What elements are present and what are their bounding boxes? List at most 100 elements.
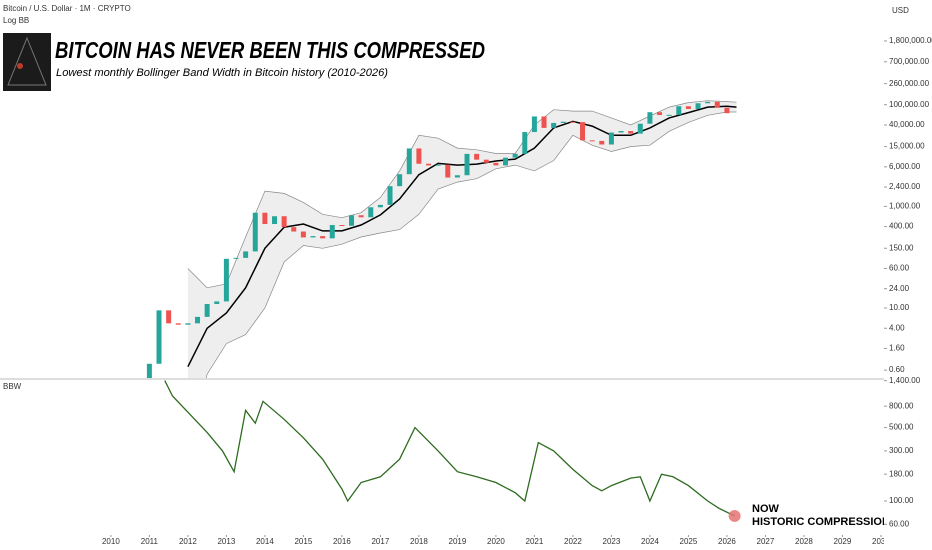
candle (281, 216, 287, 228)
band-line (187, 100, 737, 289)
x-tick-label: 2014 (256, 537, 274, 546)
candle (714, 101, 720, 108)
x-tick-label: 2019 (449, 537, 467, 546)
candle (310, 236, 316, 238)
y-tick-label: 40,000.00 (889, 120, 925, 129)
y-tick-label: 60.00 (889, 264, 910, 273)
candle (156, 310, 162, 364)
now-marker (728, 509, 741, 522)
y-tick-label: 1.60 (889, 344, 905, 353)
x-tick-label: 2030 (872, 537, 890, 546)
candle (329, 225, 335, 239)
candle (608, 132, 614, 145)
candle (493, 162, 499, 166)
y-tick-label: 6,000.00 (889, 162, 921, 171)
candle (685, 106, 691, 109)
x-tick-label: 2024 (641, 537, 659, 546)
candle (531, 116, 537, 133)
y-tick-label: 4.00 (889, 323, 905, 332)
price-axis-panel (884, 0, 932, 550)
y-tick-label: 100,000.00 (889, 100, 930, 109)
candle (426, 163, 432, 166)
candle (252, 212, 258, 252)
y-tick-label: 24.00 (889, 284, 910, 293)
candle (570, 121, 576, 123)
x-tick-label: 2020 (487, 537, 505, 546)
candle (474, 153, 480, 160)
candle (320, 236, 326, 239)
x-tick-label: 2010 (102, 537, 120, 546)
candle (377, 204, 383, 208)
candle (291, 227, 297, 232)
y-tick-label: 260,000.00 (889, 79, 930, 88)
chart-title: BITCOIN HAS NEVER BEEN THIS COMPRESSED (55, 37, 485, 63)
x-tick-label: 2027 (757, 537, 775, 546)
y-tick-label: 1,800,000.00 (889, 36, 932, 45)
pane-label: BBW (3, 382, 22, 391)
candle (445, 164, 451, 178)
x-tick-label: 2023 (603, 537, 621, 546)
candle (599, 140, 605, 145)
candle (580, 122, 586, 141)
candle (705, 101, 711, 104)
candle (657, 112, 663, 116)
y-tick-label: 300.00 (889, 446, 914, 455)
candle (387, 186, 393, 205)
candle (195, 316, 201, 324)
candle (541, 116, 547, 128)
candle (416, 148, 422, 164)
candle (185, 323, 191, 325)
band-line (205, 111, 737, 378)
axes (884, 40, 887, 525)
y-tick-label: 1,400.00 (889, 376, 921, 385)
candle (406, 148, 412, 175)
candle (146, 363, 152, 378)
y-tick-label: 0.60 (889, 365, 905, 374)
candle (358, 215, 364, 218)
candle (272, 216, 278, 225)
candle (223, 258, 229, 302)
candle (300, 231, 306, 238)
candle (243, 251, 249, 258)
x-tick-label: 2013 (217, 537, 235, 546)
y-tick-label: 180.00 (889, 469, 914, 478)
candle (368, 207, 374, 218)
x-tick-label: 2022 (564, 537, 582, 546)
candle (483, 159, 489, 163)
y-tick-label: 10.00 (889, 303, 910, 312)
indicator: Log BB (3, 16, 29, 25)
candle (589, 140, 595, 142)
logo-art (17, 63, 23, 69)
band-fill (187, 100, 737, 378)
y-tick-label: 2,400.00 (889, 182, 921, 191)
x-tick-label: 2026 (718, 537, 736, 546)
candle (676, 106, 682, 115)
candle (233, 257, 239, 259)
x-tick-label: 2028 (795, 537, 813, 546)
x-tick-label: 2018 (410, 537, 428, 546)
candle (512, 153, 518, 158)
candle (349, 215, 355, 226)
candle (175, 323, 181, 325)
x-tick-label: 2025 (680, 537, 698, 546)
candle (397, 174, 403, 187)
candle (695, 103, 701, 109)
candle (522, 132, 528, 154)
candle (204, 304, 210, 317)
y-tick-label: 100.00 (889, 496, 914, 505)
candle (262, 212, 268, 225)
y-tick-label: 700,000.00 (889, 57, 930, 66)
x-tick-label: 2015 (294, 537, 312, 546)
bbw-pane (164, 380, 735, 517)
annotation: HISTORIC COMPRESSION (752, 516, 890, 528)
y-tick-label: 15,000.00 (889, 142, 925, 151)
candle (503, 157, 509, 166)
candle (464, 153, 470, 176)
annotation: NOW (752, 503, 780, 515)
x-tick-label: 2012 (179, 537, 197, 546)
logo-art (7, 36, 47, 86)
candle (435, 164, 441, 166)
y-tick-label: 400.00 (889, 222, 914, 231)
candle (551, 122, 557, 128)
